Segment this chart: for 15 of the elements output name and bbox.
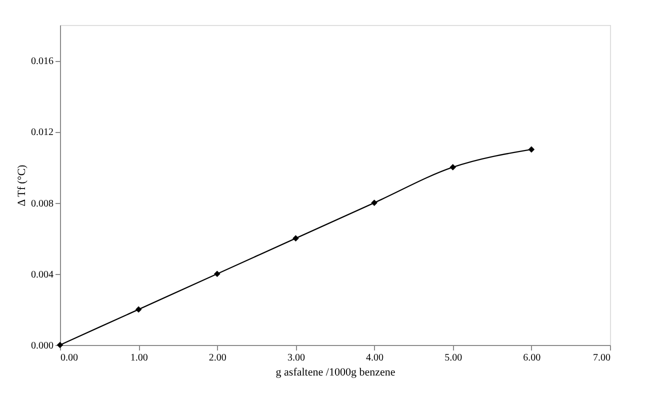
y-tick-label: 0.016 (31, 56, 54, 68)
y-axis-title: Δ Tf (°C) (16, 164, 28, 206)
x-tick-label: 1.00 (130, 352, 148, 364)
y-tick-label: 0.008 (31, 198, 54, 210)
x-tick-label: 4.00 (366, 352, 384, 364)
x-axis-title: g asfaltene /1000g benzene (276, 366, 396, 378)
x-tick-label: 0.00 (60, 352, 78, 364)
x-tick-label: 3.00 (287, 352, 305, 364)
x-tick-label: 6.00 (523, 352, 541, 364)
x-tick-label: 5.00 (444, 352, 462, 364)
x-tick-label: 2.00 (208, 352, 226, 364)
y-tick-label: 0.012 (31, 127, 54, 138)
x-tick-label: 7.00 (593, 352, 610, 364)
y-tick-label: 0.000 (31, 340, 54, 352)
y-tick-label: 0.004 (31, 269, 54, 280)
